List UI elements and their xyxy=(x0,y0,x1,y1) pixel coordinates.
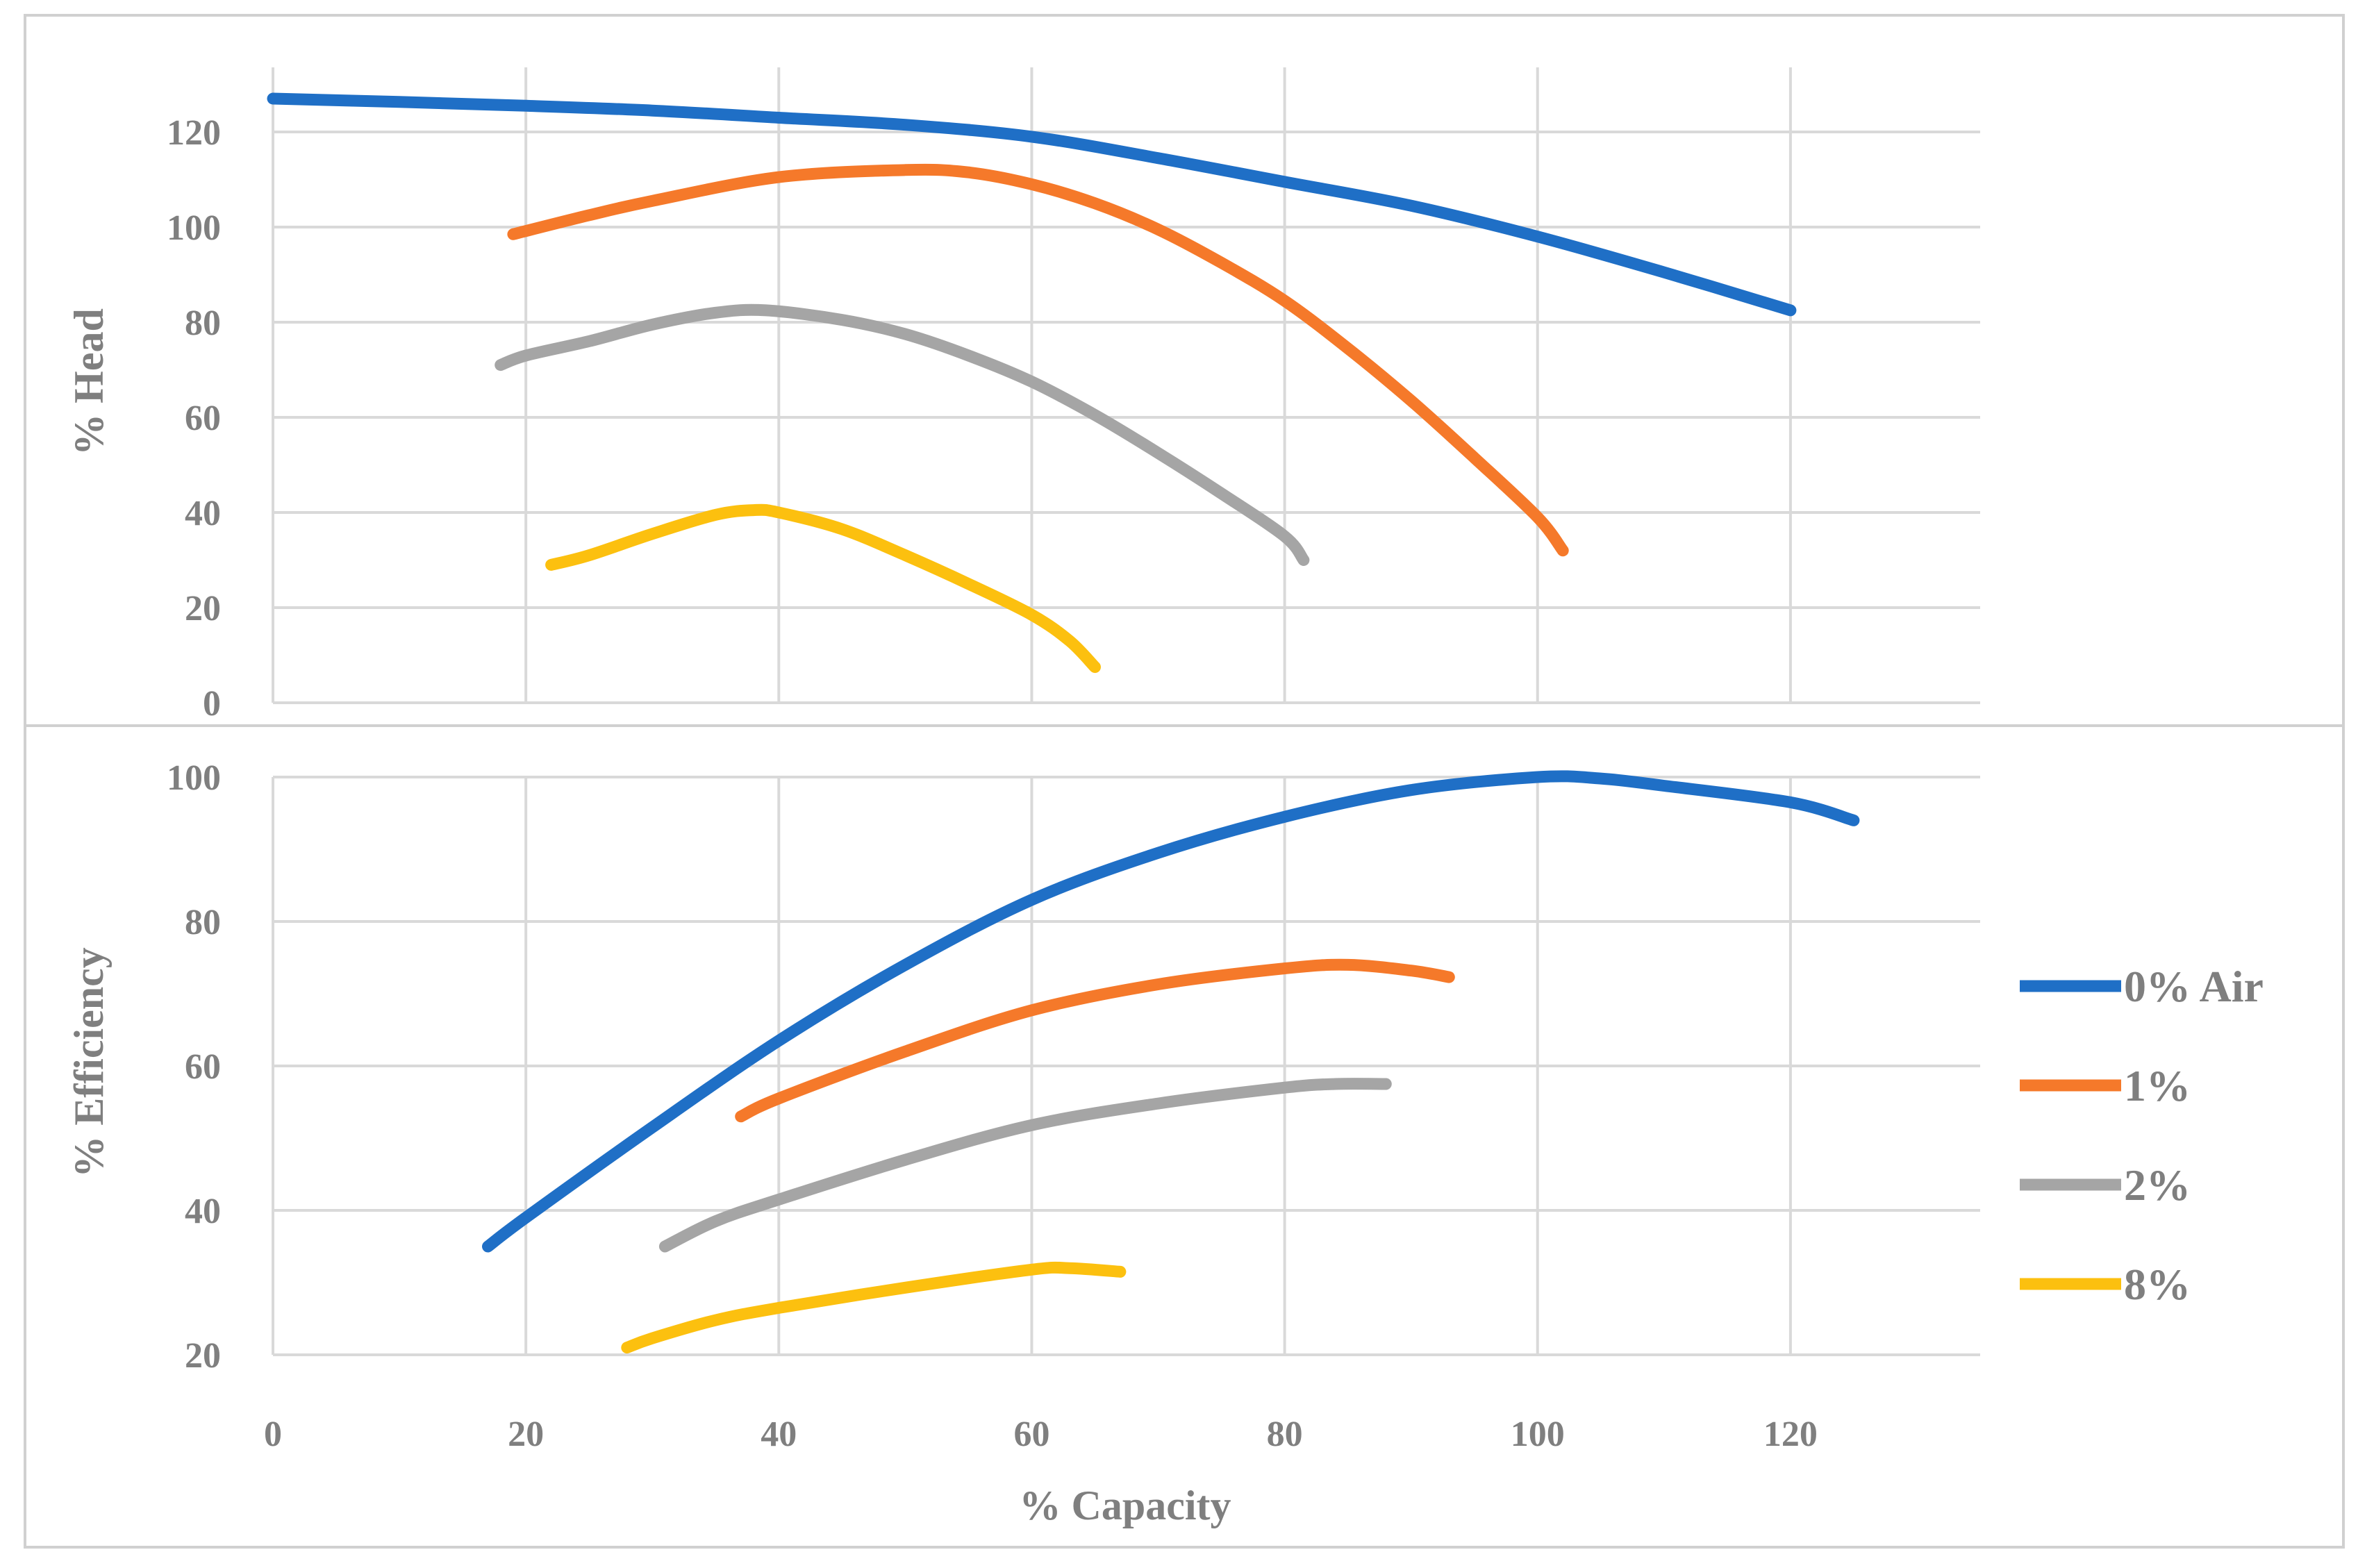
legend-label-8: 8% xyxy=(2124,1260,2191,1309)
head-y-tick-label: 20 xyxy=(185,589,221,628)
head-grid xyxy=(272,67,1980,704)
x-tick-label: 0 xyxy=(264,1415,282,1454)
efficiency-panel: 20 40 60 80 100 0 20 40 60 80 100 120 % Efficiency… xyxy=(66,758,1980,1528)
efficiency-series-0-air xyxy=(482,770,1860,1253)
efficiency-grid xyxy=(272,776,1980,1356)
efficiency-y-tick-labels: 20 40 60 80 100 xyxy=(167,758,221,1376)
x-tick-label: 120 xyxy=(1763,1415,1818,1454)
efficiency-y-tick-label: 20 xyxy=(185,1336,221,1376)
head-series-1 xyxy=(507,163,1569,557)
x-tick-labels: 0 20 40 60 80 100 120 xyxy=(264,1415,1818,1454)
head-series-8 xyxy=(545,503,1101,674)
x-tick-label: 80 xyxy=(1267,1415,1303,1454)
head-y-tick-label: 0 xyxy=(203,684,221,724)
head-y-tick-label: 60 xyxy=(185,399,221,438)
efficiency-y-tick-label: 40 xyxy=(185,1192,221,1231)
head-y-tick-label: 100 xyxy=(167,208,221,248)
chart-frame xyxy=(24,14,2345,1549)
x-tick-label: 20 xyxy=(508,1415,544,1454)
x-tick-label: 100 xyxy=(1511,1415,1565,1454)
efficiency-series-8 xyxy=(621,1261,1127,1354)
x-axis-title: % Capacity xyxy=(1020,1483,1231,1528)
legend-label-1: 1% xyxy=(2124,1061,2191,1110)
legend-label-2: 2% xyxy=(2124,1160,2191,1210)
head-panel: 0 20 40 60 80 100 120 % Head xyxy=(66,67,1980,724)
efficiency-y-tick-label: 80 xyxy=(185,903,221,942)
efficiency-series-group xyxy=(482,770,1860,1354)
efficiency-y-tick-label: 100 xyxy=(167,758,221,798)
efficiency-series-2 xyxy=(658,1078,1392,1253)
x-tick-label: 40 xyxy=(761,1415,797,1454)
head-series-group xyxy=(267,92,1797,674)
efficiency-series-1 xyxy=(735,958,1455,1123)
head-y-tick-label: 80 xyxy=(185,303,221,343)
head-y-tick-labels: 0 20 40 60 80 100 120 xyxy=(167,113,221,724)
efficiency-y-axis-title: % Efficiency xyxy=(66,947,112,1178)
head-series-0-air xyxy=(267,92,1797,317)
legend-label-0-air: 0% Air xyxy=(2124,962,2264,1011)
efficiency-y-tick-label: 60 xyxy=(185,1047,221,1087)
head-y-tick-label: 120 xyxy=(167,113,221,153)
legend: 0% Air 1% 2% 8% xyxy=(2020,962,2264,1309)
head-y-tick-label: 40 xyxy=(185,494,221,533)
head-series-2 xyxy=(495,303,1310,566)
x-tick-label: 60 xyxy=(1013,1415,1049,1454)
head-y-axis-title: % Head xyxy=(66,308,112,456)
